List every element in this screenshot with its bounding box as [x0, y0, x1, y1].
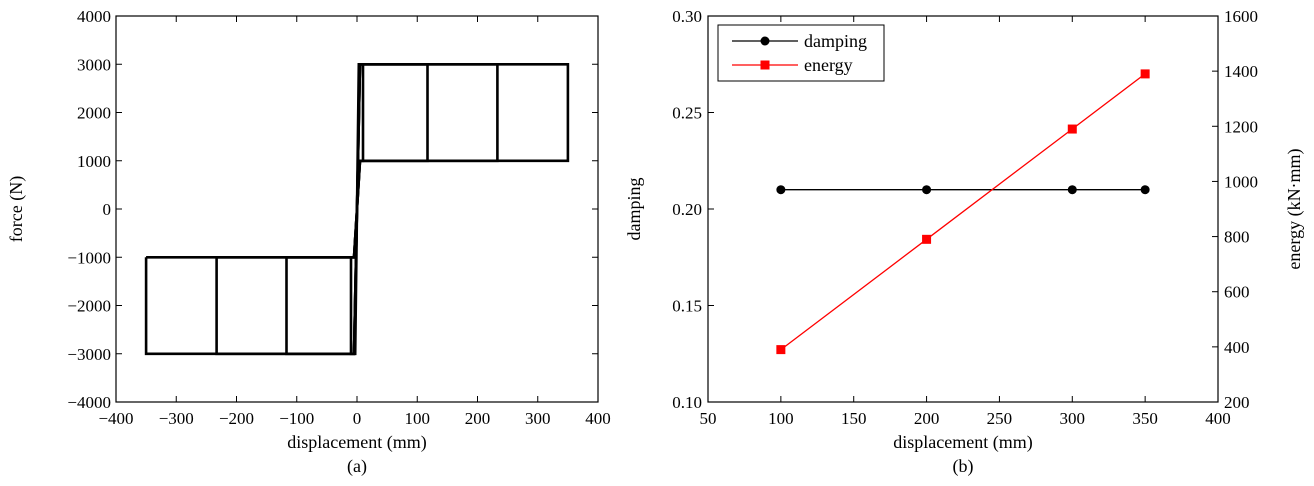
y-tick-label: 2000 [77, 104, 111, 123]
panel-b: 50 100 150 200 250 300 350 400 0.10 0.15 0.20 0.25… [624, 7, 1305, 477]
legend-energy-marker [760, 60, 770, 70]
panel-b-legend: damping energy [717, 24, 885, 82]
y-tick-label: 0.20 [672, 200, 702, 219]
y2-tick-label: 400 [1224, 338, 1250, 357]
x-tick-label: 0 [353, 409, 362, 428]
panel-b-caption: (b) [953, 456, 974, 477]
panel-b-x-axis-label: displacement (mm) [893, 432, 1032, 453]
hysteresis-loop-4 [349, 63, 365, 356]
legend-damping-label: damping [804, 31, 867, 51]
x-tick-label: 400 [585, 409, 611, 428]
x-tick-label: 100 [768, 409, 794, 428]
legend-energy-label: energy [804, 55, 853, 75]
y-tick-label: −2000 [67, 297, 111, 316]
x-tick-label: 150 [841, 409, 867, 428]
x-tick-label: 300 [525, 409, 551, 428]
damping-point [776, 185, 786, 195]
y2-tick-label: 1200 [1224, 117, 1258, 136]
x-tick-label: −100 [279, 409, 314, 428]
x-tick-label: 400 [1205, 409, 1231, 428]
y-tick-label: 3000 [77, 55, 111, 74]
panel-b-series [776, 69, 1150, 355]
panel-a: −400 −300 −200 −100 0 100 200 300 400 −4000−3000… [6, 7, 611, 477]
panel-a-caption: (a) [347, 456, 367, 477]
energy-point [1140, 69, 1150, 79]
panel-b-y-axis-label: damping [624, 178, 644, 241]
y-tick-label: −4000 [67, 393, 111, 412]
energy-point [776, 345, 786, 355]
y2-tick-label: 1600 [1224, 7, 1258, 26]
y-tick-label: 0.30 [672, 7, 702, 26]
damping-point [1140, 185, 1150, 195]
energy-point [1067, 124, 1077, 134]
legend-box [717, 24, 885, 82]
panel-b-y2-axis-label: energy (kN·mm) [1284, 148, 1305, 269]
y2-tick-label: 1400 [1224, 62, 1258, 81]
x-tick-label: 100 [405, 409, 431, 428]
panel-a-hysteresis-loops [144, 63, 570, 356]
y-tick-label: 0 [103, 200, 112, 219]
x-tick-label: −400 [98, 409, 133, 428]
damping-point [1067, 185, 1077, 195]
x-tick-label: 350 [1132, 409, 1158, 428]
x-tick-label: 200 [465, 409, 491, 428]
x-tick-label: 300 [1060, 409, 1086, 428]
panel-a-y-axis-label: force (N) [6, 176, 27, 242]
panel-a-x-axis-label: displacement (mm) [287, 432, 426, 453]
y-tick-label: 4000 [77, 7, 111, 26]
y2-tick-label: 1000 [1224, 172, 1258, 191]
panel-b-x-ticks: 50 100 150 200 250 300 350 400 [700, 16, 1231, 428]
energy-series-line [780, 73, 1146, 351]
y2-tick-label: 800 [1224, 228, 1250, 247]
x-tick-label: 200 [914, 409, 940, 428]
y-tick-label: −1000 [67, 248, 111, 267]
x-tick-label: −200 [219, 409, 254, 428]
panel-b-y-ticks: 0.10 0.15 0.20 0.25 0.30 [672, 7, 714, 412]
y-tick-label: 1000 [77, 152, 111, 171]
y-tick-label: 0.15 [672, 297, 702, 316]
panel-b-y2-ticks: 200 400 600 800 1000 1200 1400 1600 [1212, 7, 1258, 412]
y-tick-label: 0.25 [672, 104, 702, 123]
x-tick-label: 50 [700, 409, 717, 428]
damping-point [922, 185, 932, 195]
y-tick-label: 0.10 [672, 393, 702, 412]
x-tick-label: 250 [987, 409, 1013, 428]
y-tick-label: −3000 [67, 345, 111, 364]
panel-a-y-ticks: −4000 −3000 −2000 −1000 0 1000 2000 3000 4000 [67, 7, 598, 412]
panel-a-x-ticks: −400 −300 −200 −100 0 100 200 300 400 [98, 16, 611, 428]
x-tick-label: −300 [159, 409, 194, 428]
energy-point [922, 234, 932, 244]
y2-tick-label: 200 [1224, 393, 1250, 412]
y2-tick-label: 600 [1224, 283, 1250, 302]
legend-damping-marker [760, 36, 770, 46]
